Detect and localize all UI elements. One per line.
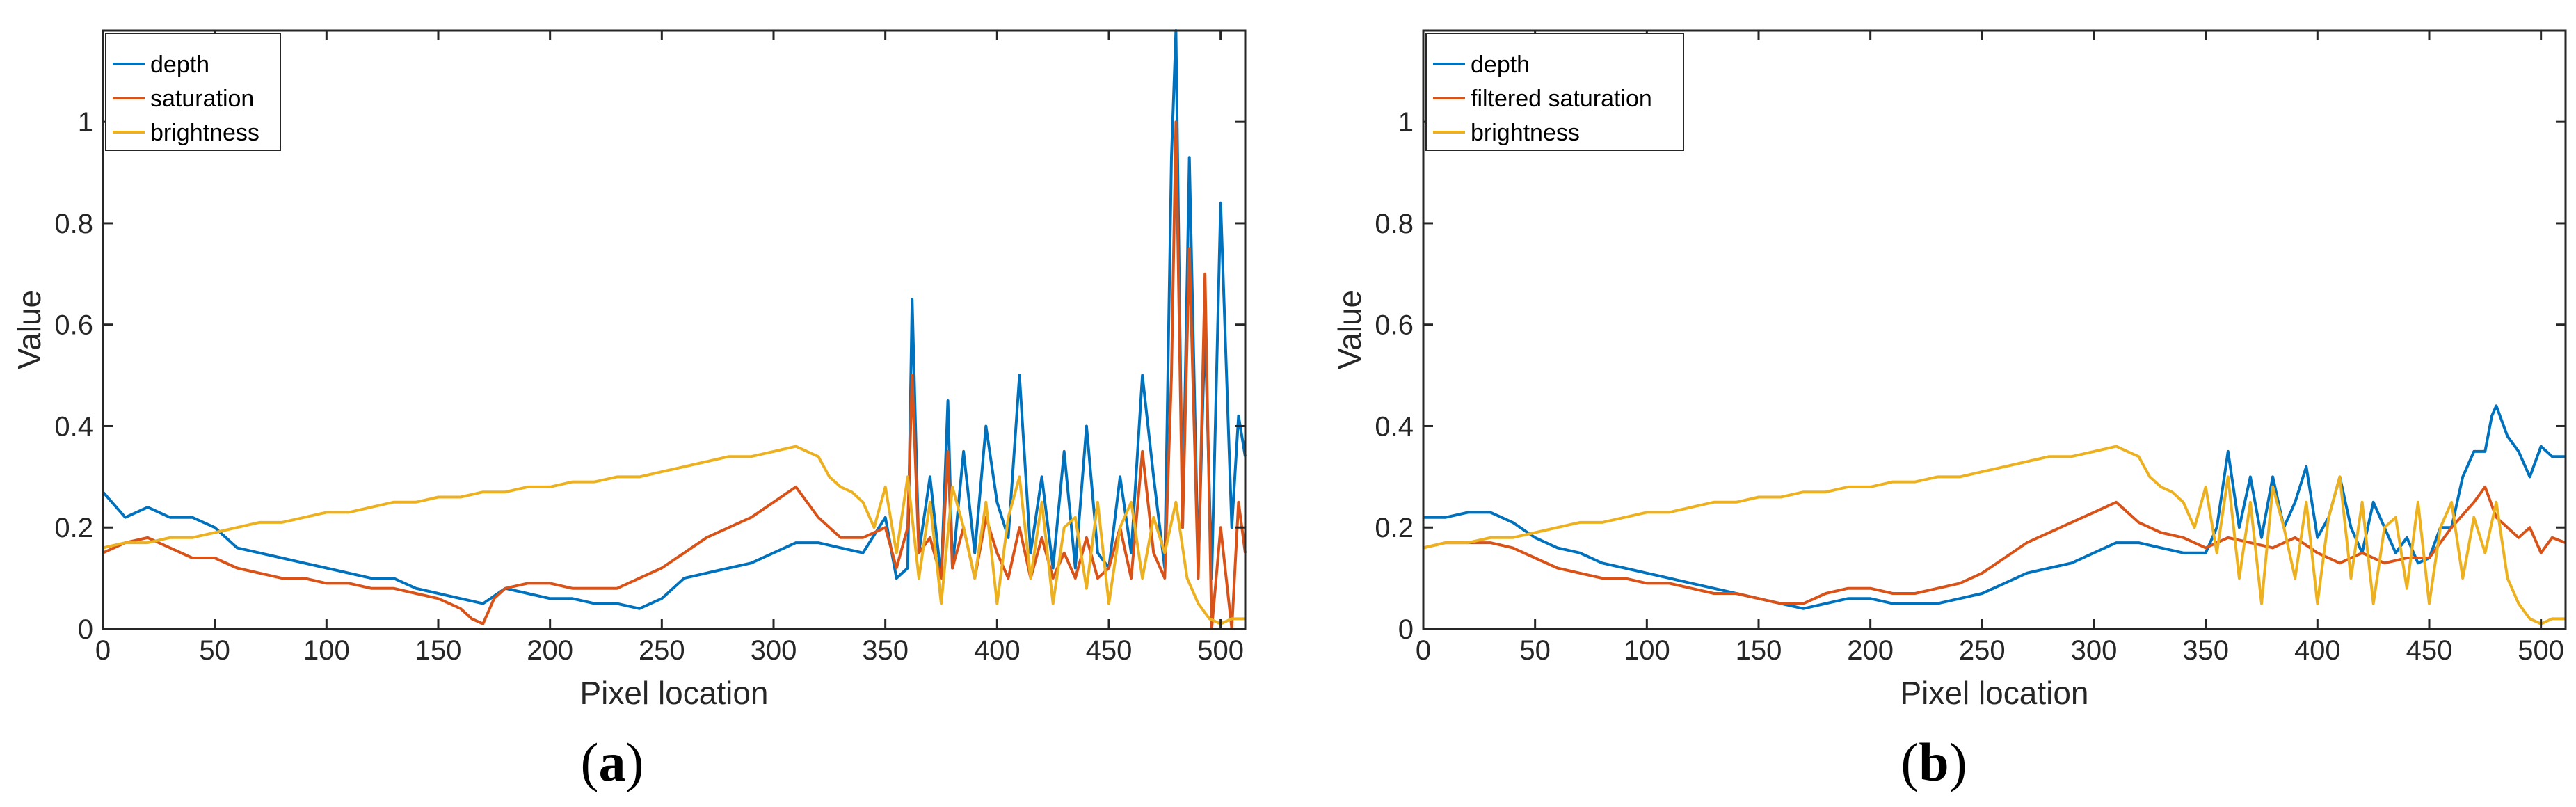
y-tick-label-4: 0.8 <box>1375 209 1414 239</box>
x-tick-label-100: 100 <box>1624 635 1670 666</box>
series-line-brightness-a <box>102 445 1245 625</box>
y-tick-label-3: 0.6 <box>1375 310 1414 341</box>
x-tick-label-100: 100 <box>303 635 350 666</box>
plot-frame-b <box>1422 29 2567 630</box>
x-tick-label-500: 500 <box>1197 635 1244 666</box>
y-tick-label-0: 0 <box>1398 614 1414 645</box>
legend-label-depth-b: depth <box>1471 51 1530 78</box>
x-tick-label-150: 150 <box>1736 635 1782 666</box>
series-layer-b <box>1423 404 2566 625</box>
y-axis-label-b: Value <box>1331 290 1368 369</box>
x-tick-label-200: 200 <box>527 635 573 666</box>
x-tick-label-50: 50 <box>199 635 230 666</box>
x-tick-label-450: 450 <box>2406 635 2453 666</box>
x-tick-label-500: 500 <box>2518 635 2564 666</box>
series-line-filtered-saturation-b <box>1423 485 2566 605</box>
x-tick-label-150: 150 <box>415 635 462 666</box>
panel-label-b: (b) <box>1901 732 1967 792</box>
y-axis-ticks-a: 0 0.2 0.4 0.6 0.8 1 <box>54 107 1245 645</box>
y-tick-label-5: 1 <box>78 107 93 138</box>
y-tick-label-2: 0.4 <box>54 411 93 442</box>
legend-box-b <box>1425 33 1684 151</box>
legend-label-depth-a: depth <box>150 51 209 78</box>
x-tick-label-400: 400 <box>974 635 1021 666</box>
x-tick-label-50: 50 <box>1519 635 1551 666</box>
x-axis-ticks-a: 0 50 100 150 200 250 300 350 400 450 500 <box>95 31 1244 666</box>
y-axis-ticks-b: 0 0.2 0.4 0.6 0.8 1 <box>1375 107 2566 645</box>
plot-frame-a <box>102 29 1247 630</box>
x-tick-label-250: 250 <box>639 635 685 666</box>
legend-label-brightness-b: brightness <box>1471 120 1580 146</box>
x-tick-label-350: 350 <box>2182 635 2229 666</box>
series-layer-a <box>102 29 1247 630</box>
x-axis-label-b: Pixel location <box>1900 675 2088 711</box>
series-line-saturation-a <box>102 120 1247 630</box>
series-line-depth-b <box>1423 404 2566 610</box>
x-tick-label-250: 250 <box>1959 635 2006 666</box>
legend-label-filtered-saturation-b: filtered saturation <box>1471 86 1652 112</box>
y-tick-label-2: 0.4 <box>1375 411 1414 442</box>
x-tick-label-200: 200 <box>1847 635 1894 666</box>
y-tick-label-1: 0.2 <box>1375 513 1414 543</box>
y-tick-label-4: 0.8 <box>54 209 93 239</box>
y-axis-label-a: Value <box>11 290 47 369</box>
x-tick-label-350: 350 <box>862 635 909 666</box>
legend-label-brightness-a: brightness <box>150 120 259 146</box>
x-tick-label-0: 0 <box>1416 635 1431 666</box>
y-tick-label-1: 0.2 <box>54 513 93 543</box>
series-line-brightness-b <box>1423 445 2566 625</box>
x-tick-label-300: 300 <box>2071 635 2118 666</box>
series-line-depth-a <box>102 29 1247 610</box>
x-tick-label-0: 0 <box>95 635 111 666</box>
x-axis-label-a: Pixel location <box>579 675 768 711</box>
chart-panel-b: 0 50 100 150 200 250 300 350 400 450 500 0 0.2 0.4 0.… <box>1331 29 2567 792</box>
legend-label-saturation-a: saturation <box>150 86 254 112</box>
y-tick-label-5: 1 <box>1398 107 1414 138</box>
x-tick-label-450: 450 <box>1086 635 1133 666</box>
legend-a: depth saturation brightness <box>105 33 281 151</box>
chart-panel-a: 0 50 100 150 200 250 300 350 400 450 500 0 0.2 0.4 0.… <box>11 29 1247 792</box>
x-tick-label-400: 400 <box>2294 635 2341 666</box>
y-tick-label-0: 0 <box>78 614 93 645</box>
x-axis-ticks-b: 0 50 100 150 200 250 300 350 400 450 500 <box>1416 31 2564 666</box>
panel-label-a: (a) <box>581 732 644 792</box>
x-tick-label-300: 300 <box>751 635 797 666</box>
legend-b: depth filtered saturation brightness <box>1425 33 1684 151</box>
y-tick-label-3: 0.6 <box>54 310 93 341</box>
